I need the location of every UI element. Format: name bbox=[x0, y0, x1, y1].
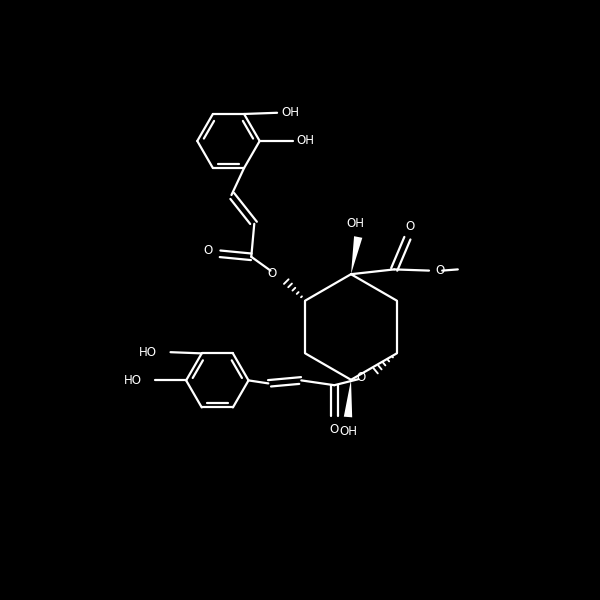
Text: OH: OH bbox=[346, 217, 364, 230]
Text: OH: OH bbox=[281, 106, 299, 119]
Text: O: O bbox=[435, 264, 444, 277]
Polygon shape bbox=[344, 380, 352, 418]
Text: O: O bbox=[203, 244, 212, 257]
Text: HO: HO bbox=[124, 374, 142, 387]
Text: O: O bbox=[330, 423, 339, 436]
Polygon shape bbox=[351, 236, 362, 274]
Text: O: O bbox=[268, 267, 277, 280]
Text: OH: OH bbox=[339, 425, 357, 438]
Text: O: O bbox=[356, 371, 365, 384]
Text: OH: OH bbox=[297, 134, 315, 148]
Text: O: O bbox=[406, 220, 415, 233]
Text: HO: HO bbox=[139, 346, 157, 359]
